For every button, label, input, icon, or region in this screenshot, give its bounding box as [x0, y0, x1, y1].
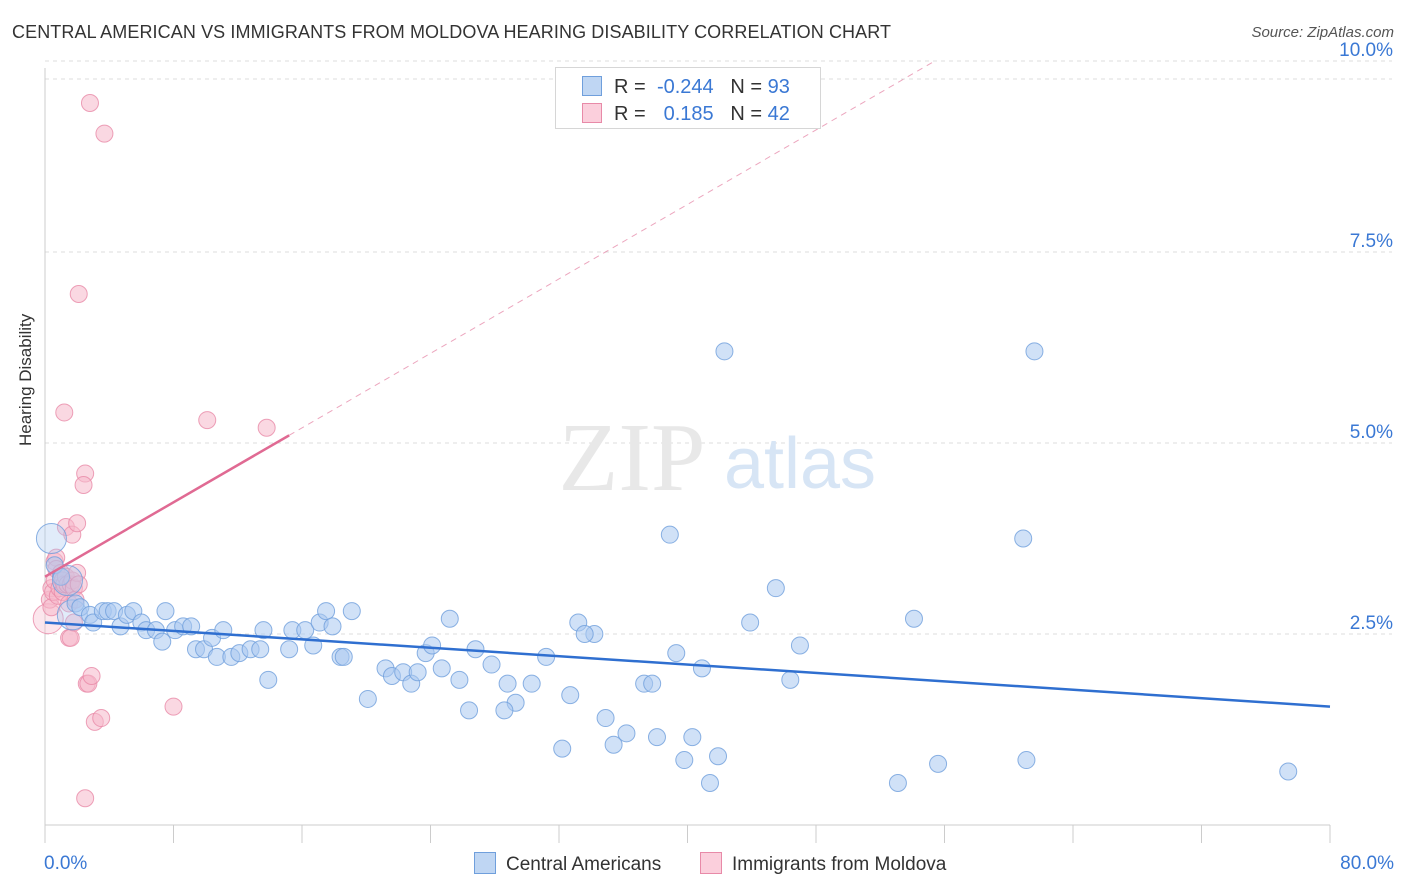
moldova-trend-extension: [288, 60, 936, 436]
central-point: [643, 674, 662, 693]
bottom-legend-central: Central Americans: [474, 852, 661, 876]
central-point: [214, 621, 233, 640]
legend-r-value: -0.244: [656, 76, 714, 98]
y-axis-label: Hearing Disability: [16, 313, 35, 446]
central-point: [51, 565, 83, 597]
x-tick-max: 80.0%: [1340, 853, 1394, 874]
moldova-trend-line: [44, 434, 290, 578]
central-point: [553, 739, 572, 758]
central-point: [715, 342, 734, 361]
legend-n-value: 42: [767, 103, 790, 125]
central-point: [342, 602, 361, 621]
central-point: [254, 621, 273, 640]
central-point: [709, 747, 728, 766]
moldova-point: [95, 124, 114, 143]
central-point: [280, 640, 299, 659]
central-point: [596, 709, 615, 728]
central-point: [604, 735, 623, 754]
central-point: [450, 670, 469, 689]
moldova-point: [74, 476, 93, 495]
central-point: [790, 636, 809, 655]
central-point: [408, 663, 427, 682]
moldova-point: [92, 709, 111, 728]
legend-swatch-pink: [582, 103, 602, 123]
legend-n-value: 93: [767, 76, 790, 98]
central-point: [741, 613, 760, 632]
y-tick-label: 5.0%: [1350, 422, 1393, 443]
moldova-point: [82, 667, 101, 686]
bottom-legend-swatch-blue: [474, 852, 496, 874]
legend-r-label: R =: [614, 103, 646, 125]
moldova-point: [80, 94, 99, 113]
central-point: [482, 655, 501, 674]
legend-n-label: N =: [730, 76, 763, 98]
moldova-point: [164, 697, 183, 716]
central-point: [675, 751, 694, 770]
central-point: [423, 636, 442, 655]
central-point: [667, 644, 686, 663]
central-point: [440, 609, 459, 628]
central-point: [692, 659, 711, 678]
moldova-point: [64, 613, 83, 632]
moldova-point: [68, 514, 87, 533]
legend-r-label: R =: [614, 76, 646, 98]
central-point: [323, 617, 342, 636]
central-point: [334, 647, 353, 666]
central-point: [561, 686, 580, 705]
central-point: [153, 632, 172, 651]
moldova-point: [55, 403, 74, 422]
x-tick-min: 0.0%: [44, 853, 88, 874]
central-point: [781, 670, 800, 689]
watermark-zip: ZIP: [559, 404, 706, 512]
bottom-legend-label: Immigrants from Moldova: [732, 854, 947, 875]
legend-r-value: 0.185: [663, 103, 714, 125]
central-point: [35, 523, 67, 554]
legend-row-moldova: R = 0.185 N = 42: [582, 103, 790, 127]
y-tick-label: 2.5%: [1350, 613, 1393, 634]
central-point: [575, 625, 594, 643]
y-tick-label: 10.0%: [1339, 40, 1393, 61]
central-point: [495, 701, 514, 720]
central-point: [156, 602, 175, 621]
bottom-legend-label: Central Americans: [506, 854, 662, 875]
moldova-point: [198, 411, 217, 430]
central-point: [660, 525, 679, 544]
moldova-point: [61, 628, 80, 647]
central-point: [432, 659, 451, 678]
central-point: [683, 728, 702, 747]
central-point: [904, 609, 923, 628]
source-label: Source: ZipAtlas.com: [1251, 24, 1394, 41]
central-point: [617, 724, 636, 743]
moldova-point: [257, 418, 276, 437]
moldova-point: [76, 789, 95, 808]
central-point: [498, 674, 517, 693]
central-point: [251, 640, 270, 659]
legend-row-central: R = -0.244 N = 93: [582, 76, 790, 100]
central-trend-line: [44, 621, 1331, 708]
central-point: [888, 773, 907, 792]
legend: R = -0.244 N = 93 R = 0.185 N = 42: [555, 67, 821, 129]
central-point: [929, 754, 948, 773]
central-point: [1014, 529, 1033, 548]
central-point: [647, 728, 666, 747]
legend-n-label: N =: [730, 103, 763, 125]
legend-swatch-blue: [582, 76, 602, 96]
bottom-legend-moldova: Immigrants from Moldova: [700, 852, 946, 876]
y-tick-label: 7.5%: [1350, 231, 1393, 252]
central-point: [766, 579, 785, 598]
central-point: [460, 701, 479, 720]
central-point: [700, 773, 719, 792]
central-point: [358, 689, 377, 708]
moldova-point: [69, 285, 88, 304]
central-point: [1279, 762, 1298, 781]
chart-title: CENTRAL AMERICAN VS IMMIGRANTS FROM MOLD…: [12, 22, 892, 42]
central-point: [1025, 342, 1044, 361]
central-point: [259, 670, 278, 689]
central-point: [522, 674, 541, 693]
central-point: [317, 602, 336, 621]
watermark-atlas: atlas: [724, 424, 876, 504]
central-point: [1017, 751, 1036, 770]
bottom-legend-swatch-pink: [700, 852, 722, 874]
